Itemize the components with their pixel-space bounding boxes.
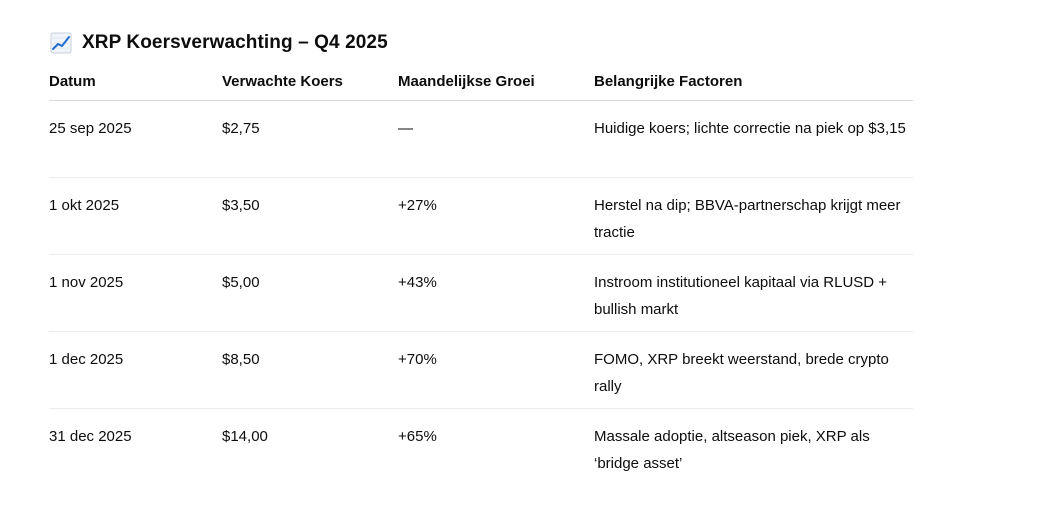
table-row: 1 okt 2025 $3,50 +27% Herstel na dip; BB… (49, 177, 913, 255)
chart-increasing-icon (50, 32, 72, 54)
header-verwachte-koers: Verwachte Koers (222, 63, 398, 101)
table-row: 1 dec 2025 $8,50 +70% FOMO, XRP breekt w… (49, 331, 913, 409)
cell-groei: +65% (398, 428, 437, 445)
header-datum: Datum (49, 63, 222, 101)
forecast-table: Datum Verwachte Koers Maandelijkse Groei… (49, 63, 913, 486)
header-belangrijke-factoren: Belangrijke Factoren (594, 63, 913, 101)
cell-factoren: Huidige koers; lichte correctie na piek … (594, 100, 913, 178)
cell-datum: 25 sep 2025 (49, 100, 222, 178)
cell-groei: — (398, 100, 594, 178)
cell-datum: 1 dec 2025 (49, 331, 222, 409)
cell-koers: $5,00 (222, 254, 398, 332)
cell-groei: +70% (398, 331, 594, 409)
cell-koers: $14,00 (222, 428, 268, 445)
cell-factoren: Herstel na dip; BBVA-partnerschap krijgt… (594, 177, 913, 255)
cell-groei: +27% (398, 177, 594, 255)
header-maandelijkse-groei: Maandelijkse Groei (398, 63, 594, 101)
cell-koers: $8,50 (222, 331, 398, 409)
cell-koers: $3,50 (222, 177, 398, 255)
table-row: 25 sep 2025 $2,75 — Huidige koers; licht… (49, 100, 913, 178)
cell-datum: 1 okt 2025 (49, 177, 222, 255)
cell-factoren: Instroom institutioneel kapitaal via RLU… (594, 254, 913, 332)
cell-groei: +43% (398, 254, 594, 332)
cell-datum: 1 nov 2025 (49, 254, 222, 332)
table-row: 31 dec 2025 $14,00 +65% Massale adoptie,… (49, 409, 913, 486)
page-title: XRP Koersverwachting – Q4 2025 (50, 32, 388, 54)
cell-factoren: Massale adoptie, altseason piek, XRP als… (594, 428, 870, 472)
table-header-row: Datum Verwachte Koers Maandelijkse Groei… (49, 63, 913, 101)
cell-datum: 31 dec 2025 (49, 428, 132, 445)
cell-factoren: FOMO, XRP breekt weerstand, brede crypto… (594, 331, 913, 409)
page-title-text: XRP Koersverwachting – Q4 2025 (82, 32, 388, 53)
table-row: 1 nov 2025 $5,00 +43% Instroom instituti… (49, 254, 913, 332)
cell-koers: $2,75 (222, 100, 398, 178)
